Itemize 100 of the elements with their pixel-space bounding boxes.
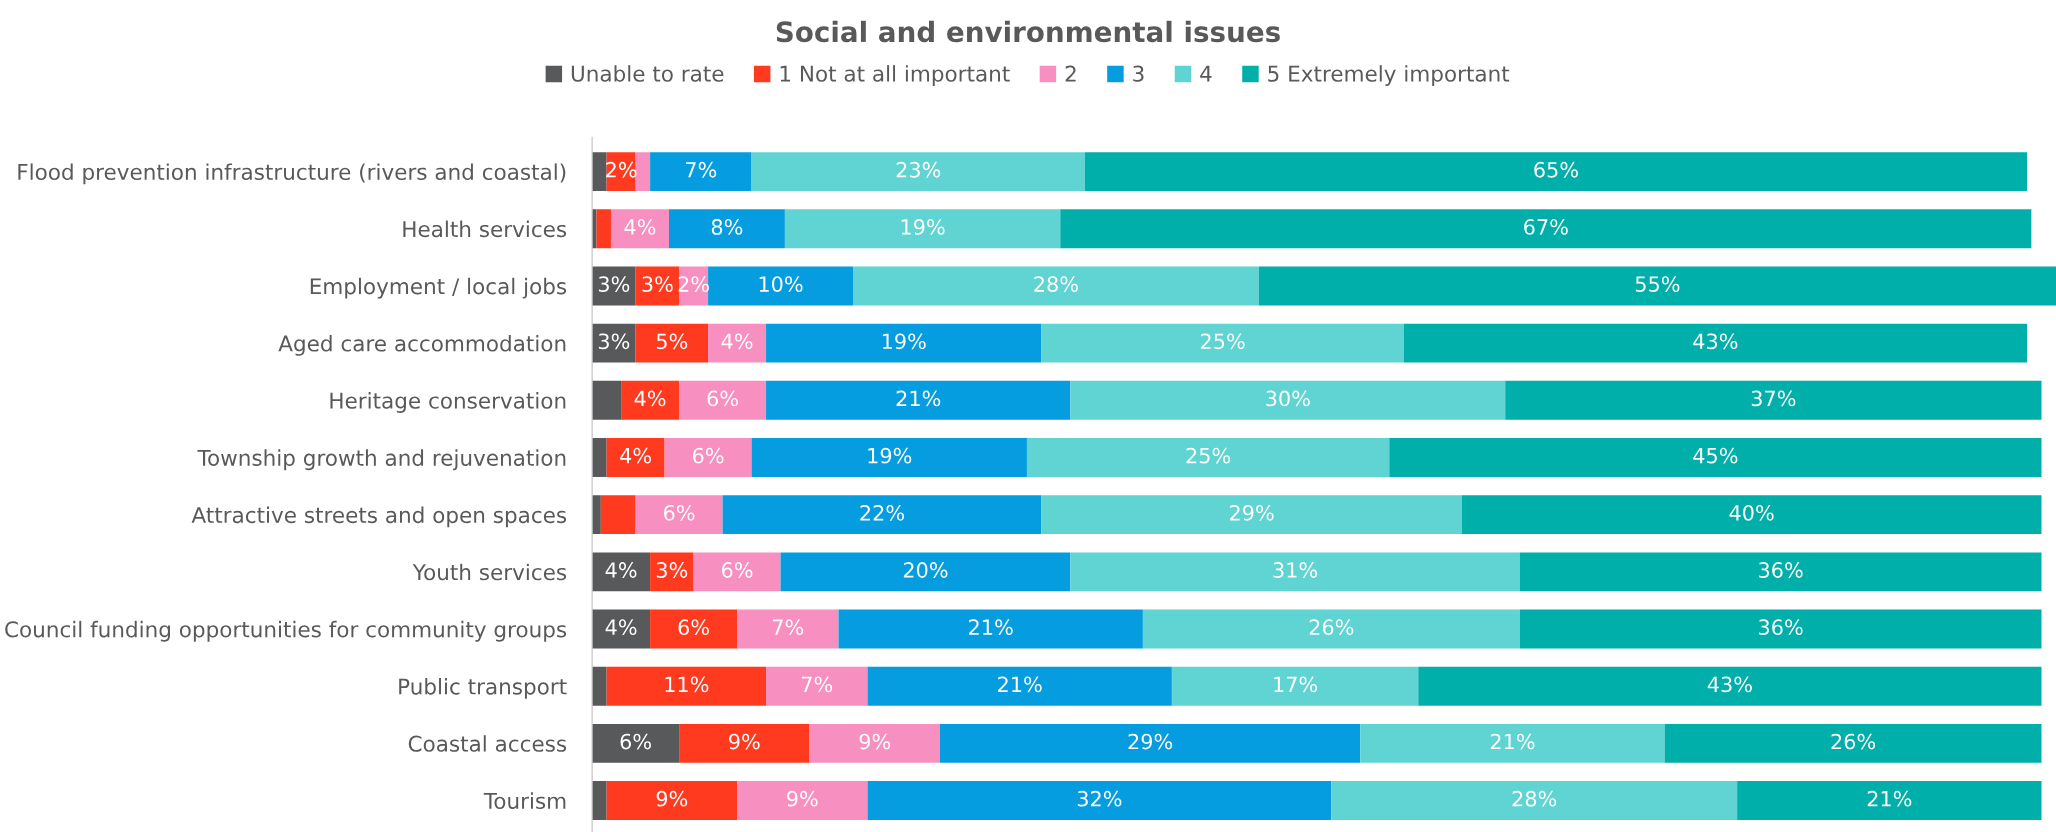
y-tick-label: Flood prevention infrastructure (rivers and coastal) — [18, 163, 566, 185]
bar — [635, 152, 651, 192]
bar — [592, 552, 651, 592]
data-label: 4% — [634, 390, 666, 407]
data-label: 9% — [859, 733, 891, 750]
bar — [766, 323, 1042, 363]
y-tick-label: Heritage conservation — [330, 392, 566, 413]
data-label: 25% — [1186, 447, 1231, 464]
bar — [1737, 781, 2042, 820]
data-label: 37% — [1751, 390, 1796, 407]
data-label: 29% — [1229, 504, 1274, 521]
data-label: 3% — [598, 333, 630, 350]
data-label: 17% — [1274, 676, 1318, 693]
data-label: 21% — [1490, 733, 1535, 750]
bar — [1403, 323, 2028, 363]
data-label: 7% — [801, 676, 833, 693]
data-label: 28% — [1512, 790, 1557, 807]
bar — [737, 609, 839, 649]
bar — [1041, 323, 1404, 363]
bar — [1171, 666, 1419, 706]
bar — [600, 495, 636, 535]
bar — [650, 552, 694, 592]
data-label: 4% — [605, 619, 637, 636]
bar — [592, 438, 607, 477]
bar — [606, 438, 665, 477]
bar — [596, 209, 611, 249]
bar — [621, 380, 680, 420]
bar — [1418, 666, 2042, 706]
bar — [650, 152, 752, 192]
bar — [784, 209, 1061, 249]
bar — [1026, 438, 1390, 477]
bar — [693, 552, 781, 592]
data-label: 6% — [693, 447, 724, 464]
bar — [853, 266, 1259, 306]
legend-label: Unable to rate — [571, 65, 724, 82]
data-label: 36% — [1759, 619, 1803, 636]
bar — [592, 781, 607, 820]
bar — [1084, 152, 2028, 192]
bar — [635, 495, 723, 535]
y-tick-label: Township growth and rejuvenation — [197, 449, 566, 471]
bar — [708, 266, 854, 306]
data-label: 6% — [722, 562, 753, 578]
bar — [592, 380, 622, 420]
bar — [867, 781, 1332, 820]
data-label: 11% — [665, 676, 709, 693]
bar — [610, 209, 669, 249]
data-label: 20% — [903, 562, 948, 578]
data-label: 31% — [1273, 562, 1318, 578]
bar — [1505, 380, 2042, 420]
y-tick-label: Public transport — [399, 678, 567, 699]
bar — [606, 781, 738, 820]
y-tick-label: Health services — [403, 220, 567, 238]
data-label: 9% — [656, 790, 688, 807]
bar — [1360, 723, 1665, 763]
bar — [722, 495, 1042, 535]
bar — [737, 781, 868, 820]
bar — [838, 609, 1143, 649]
y-tick-label: Attractive streets and open spaces — [191, 506, 567, 528]
data-label: 36% — [1759, 562, 1803, 578]
data-label: 6% — [678, 619, 709, 636]
data-label: 10% — [759, 276, 803, 292]
data-label: 29% — [1128, 733, 1173, 750]
data-label: 3% — [598, 276, 630, 292]
data-label: 6% — [707, 390, 738, 407]
data-label: 67% — [1524, 219, 1568, 235]
data-label: 9% — [729, 733, 760, 750]
bar — [751, 152, 1085, 192]
data-label: 4% — [620, 447, 651, 464]
bar — [664, 438, 752, 477]
data-label: 6% — [664, 504, 695, 521]
data-label: 26% — [1831, 733, 1876, 750]
data-label: 45% — [1693, 447, 1738, 464]
bar — [1070, 552, 1520, 592]
data-label: 19% — [882, 333, 926, 350]
data-label: 4% — [721, 333, 753, 350]
y-tick-label: Aged care accommodation — [278, 334, 566, 356]
data-label: 8% — [711, 219, 743, 235]
data-label: 25% — [1200, 333, 1245, 350]
data-label: 5% — [656, 333, 688, 350]
bar — [592, 666, 607, 706]
bar — [1060, 209, 2032, 249]
data-label: 3% — [642, 276, 673, 292]
legend-label: 4 — [1200, 65, 1212, 82]
data-label: 7% — [772, 619, 804, 636]
data-label: 4% — [624, 219, 656, 235]
data-label: 19% — [868, 447, 912, 464]
bar — [1041, 495, 1462, 535]
bar — [1331, 781, 1738, 820]
data-label: 43% — [1707, 676, 1752, 693]
bar — [668, 209, 785, 249]
y-tick-label: Coastal access — [408, 735, 567, 752]
data-label: 43% — [1693, 333, 1738, 350]
y-tick-label: Tourism — [483, 792, 566, 810]
bar — [766, 380, 1071, 420]
bar — [679, 723, 810, 763]
bar — [939, 723, 1361, 763]
legend-label: 5 Extremely important — [1268, 65, 1510, 86]
data-label: 32% — [1077, 790, 1122, 807]
bar — [708, 323, 767, 363]
bar — [1389, 438, 2042, 477]
